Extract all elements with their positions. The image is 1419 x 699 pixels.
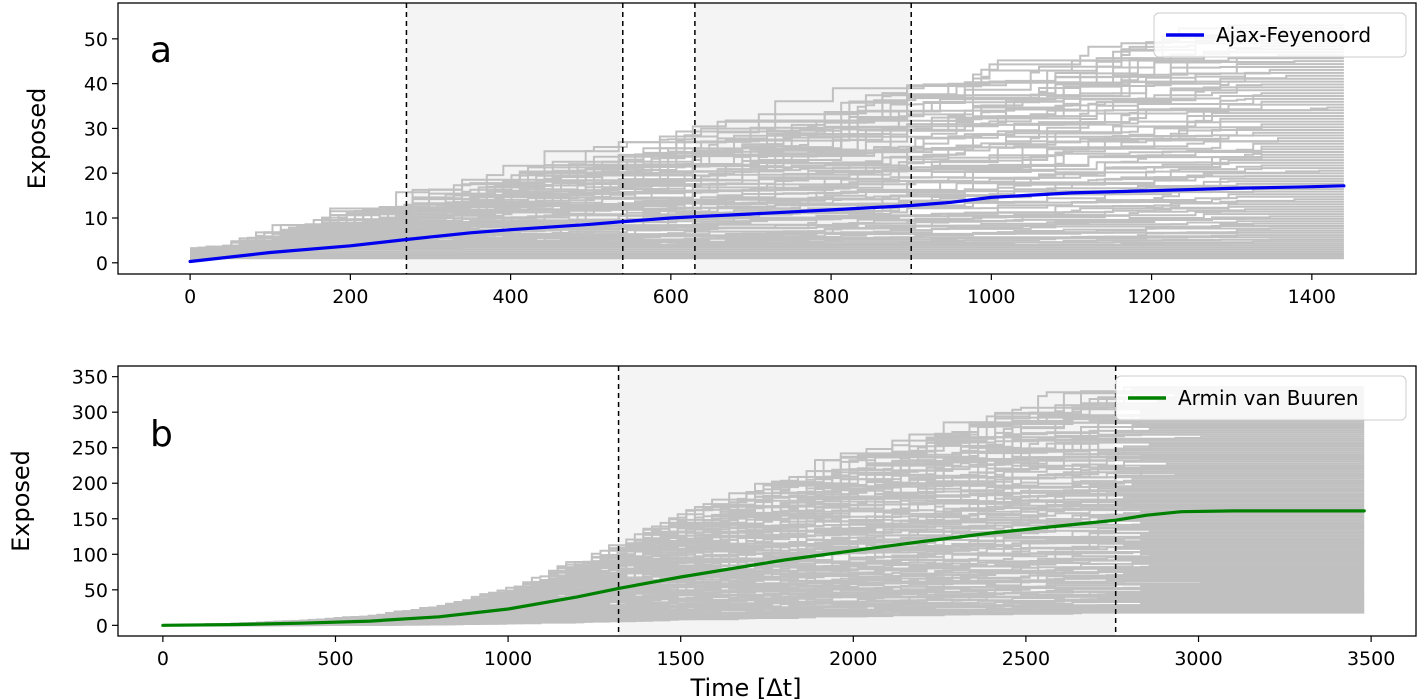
background-run-line — [190, 57, 1344, 260]
plot-frame — [117, 365, 1417, 637]
y-tick-label: 350 — [72, 367, 108, 389]
x-tick-label: 200 — [332, 286, 368, 308]
legend-box — [1115, 375, 1407, 421]
x-tick-label: 1400 — [1288, 286, 1336, 308]
y-tick-label: 0 — [96, 253, 108, 275]
background-run-line — [190, 45, 1344, 261]
x-tick-label: 1200 — [1127, 286, 1175, 308]
x-tick-label: 800 — [813, 286, 849, 308]
x-tick-label: 1500 — [657, 648, 705, 670]
y-tick-label: 300 — [72, 402, 108, 424]
x-tick-label: 400 — [492, 286, 528, 308]
x-tick-label: 1000 — [967, 286, 1015, 308]
y-tick-label: 250 — [72, 438, 108, 460]
x-tick-label: 3000 — [1174, 648, 1222, 670]
y-axis-label: Exposed — [7, 450, 35, 552]
panel-a: 0 200 400 600 800 1000 1200 1400 0 10 20 30 40 50 Expo… — [23, 2, 1417, 308]
x-tick-label: 1000 — [484, 648, 532, 670]
y-tick-label: 150 — [72, 509, 108, 531]
background-run-line — [190, 24, 1344, 262]
y-tick-label: 30 — [84, 118, 108, 140]
x-tick-label: 500 — [317, 648, 353, 670]
background-run-line — [190, 74, 1344, 261]
y-tick-label: 50 — [84, 580, 108, 602]
x-tick-label: 2000 — [829, 648, 877, 670]
x-tick-label: 600 — [653, 286, 689, 308]
panel-letter: b — [150, 414, 173, 455]
background-run-line — [190, 27, 1344, 262]
x-axis-label: Time [Δt] — [690, 674, 802, 699]
y-tick-label: 50 — [84, 29, 108, 51]
legend-label: Armin van Buuren — [1178, 386, 1359, 410]
y-tick-label: 40 — [84, 74, 108, 96]
panel-letter: a — [150, 30, 172, 71]
x-tick-label: 0 — [157, 648, 169, 670]
legend: Armin van Buuren — [1115, 375, 1407, 421]
x-tick-label: 3500 — [1347, 648, 1395, 670]
background-run-line — [190, 42, 1344, 262]
background-run-line — [190, 246, 1344, 261]
y-tick-label: 0 — [96, 615, 108, 637]
panel-b: 0 500 1000 1500 2000 2500 3000 3500 0 50 100 150 200… — [7, 365, 1417, 699]
legend-box — [1153, 12, 1407, 58]
background-runs — [190, 24, 1344, 262]
plot-frame — [117, 2, 1417, 275]
background-run-line — [162, 386, 1365, 627]
background-run-line — [190, 39, 1344, 261]
background-run-line — [190, 30, 1344, 261]
x-tick-label: 2500 — [1002, 648, 1050, 670]
y-tick-label: 200 — [72, 473, 108, 495]
series-line-armin-van-buuren — [161, 509, 1366, 627]
y-axis-label: Exposed — [23, 88, 51, 190]
y-tick-label: 10 — [84, 208, 108, 230]
y-tick-label: 20 — [84, 163, 108, 185]
y-tick-label: 100 — [72, 544, 108, 566]
legend: Ajax-Feyenoord — [1153, 12, 1407, 58]
legend-label: Ajax-Feyenoord — [1216, 23, 1371, 47]
x-tick-label: 0 — [184, 286, 196, 308]
series-line-ajax-feyenoord — [188, 184, 1346, 264]
